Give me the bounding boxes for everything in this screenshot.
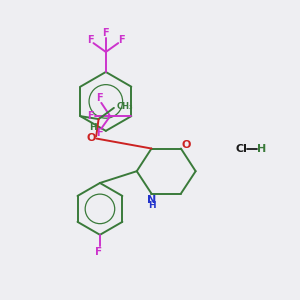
Text: H: H xyxy=(89,123,97,132)
Text: O: O xyxy=(181,140,190,150)
Text: F: F xyxy=(87,34,94,45)
Text: Cl: Cl xyxy=(235,143,247,154)
Text: F: F xyxy=(95,247,102,257)
Text: F: F xyxy=(96,128,102,138)
Text: CH₃: CH₃ xyxy=(116,102,133,111)
Text: O: O xyxy=(86,133,96,142)
Text: H: H xyxy=(148,201,155,210)
Text: N: N xyxy=(147,195,156,205)
Text: F: F xyxy=(96,94,102,103)
Text: H: H xyxy=(257,143,266,154)
Text: F: F xyxy=(103,28,109,38)
Text: F: F xyxy=(87,111,93,121)
Text: F: F xyxy=(118,34,124,45)
